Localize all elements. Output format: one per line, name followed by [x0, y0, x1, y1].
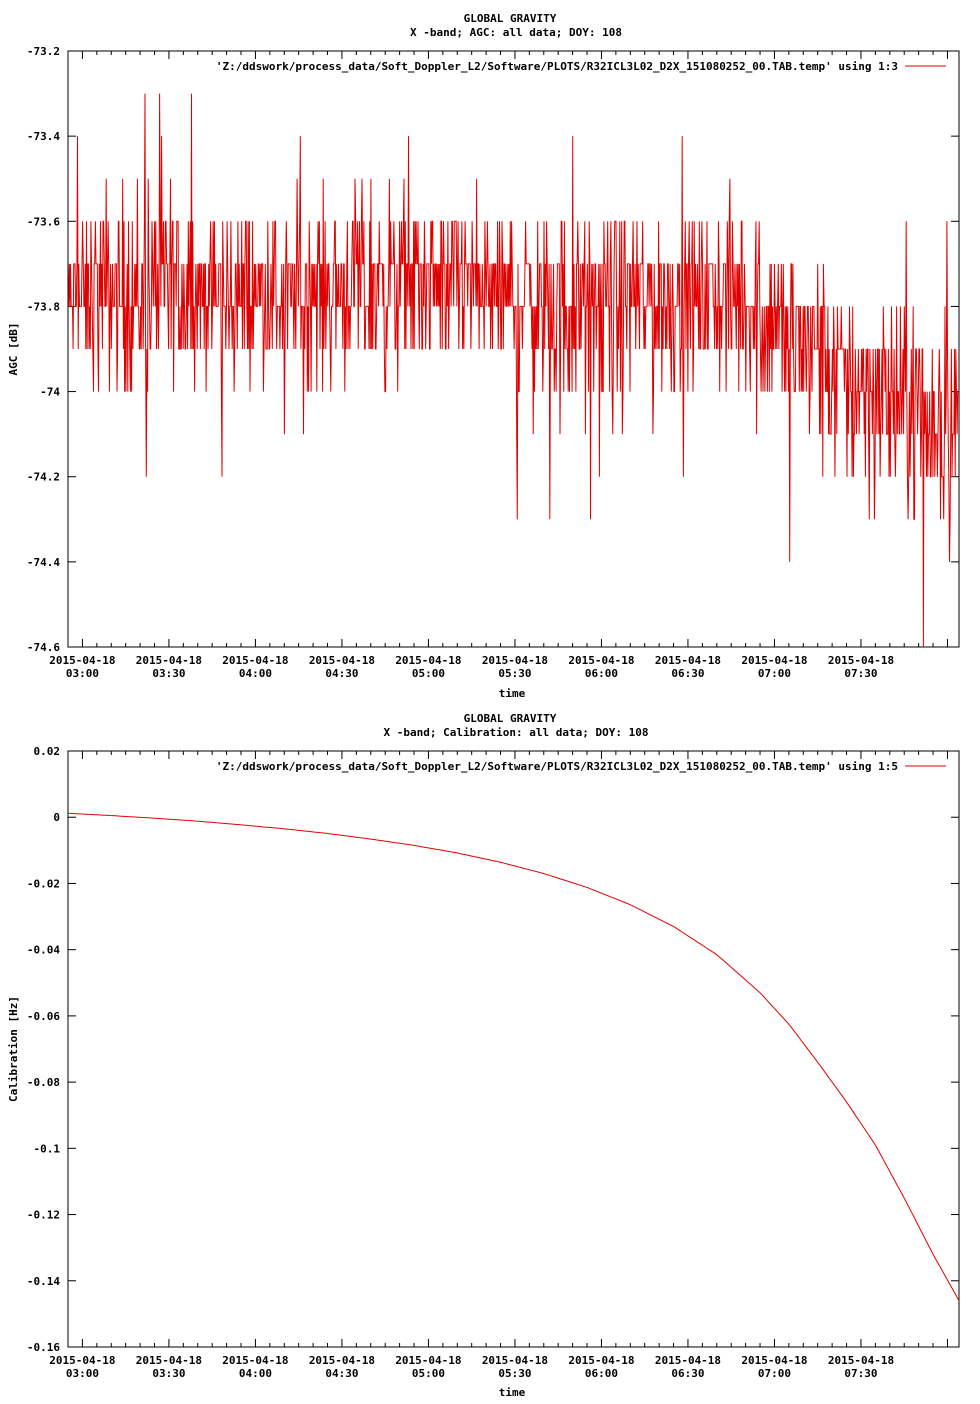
calibration-x-tick-time: 03:00	[66, 1367, 99, 1380]
agc-y-tick-label: -74.4	[27, 556, 60, 569]
calibration-x-tick-date: 2015-04-18	[568, 1354, 634, 1367]
agc-y-tick-label: -74	[40, 386, 60, 399]
agc-legend-label: 'Z:/ddswork/process_data/Soft_Doppler_L2…	[216, 60, 898, 73]
agc-y-tick-label: -74.2	[27, 471, 60, 484]
calibration-x-tick-date: 2015-04-18	[741, 1354, 807, 1367]
agc-x-tick-date: 2015-04-18	[309, 654, 375, 667]
calibration-y-tick-label: -0.02	[27, 877, 60, 890]
agc-y-tick-label: -74.6	[27, 641, 60, 654]
agc-x-tick-time: 06:30	[671, 667, 704, 680]
agc-x-axis-label: time	[499, 687, 526, 700]
calibration-y-tick-label: 0.02	[34, 745, 61, 758]
calibration-x-tick-date: 2015-04-18	[395, 1354, 461, 1367]
calibration-x-tick-date: 2015-04-18	[309, 1354, 375, 1367]
agc-x-tick-time: 03:30	[152, 667, 185, 680]
agc-series-layer	[68, 93, 959, 648]
agc-x-tick-date: 2015-04-18	[655, 654, 721, 667]
agc-y-tick-label: -73.4	[27, 130, 60, 143]
calibration-x-tick-time: 07:00	[758, 1367, 791, 1380]
calibration-series-line	[67, 812, 960, 1301]
agc-x-tick-date: 2015-04-18	[49, 654, 115, 667]
agc-x-tick-time: 05:00	[412, 667, 445, 680]
agc-x-tick-date: 2015-04-18	[222, 654, 288, 667]
calibration-y-tick-label: -0.06	[27, 1010, 60, 1023]
agc-chart: GLOBAL GRAVITY X -band; AGC: all data; D…	[7, 12, 960, 700]
agc-x-tick-time: 04:00	[239, 667, 272, 680]
calibration-y-tick-label: -0.04	[27, 944, 60, 957]
calibration-y-axis-label: Calibration [Hz]	[7, 996, 20, 1102]
calibration-x-tick-date: 2015-04-18	[482, 1354, 548, 1367]
agc-x-tick-date: 2015-04-18	[568, 654, 634, 667]
agc-y-tick-label: -73.2	[27, 45, 60, 58]
agc-x-tick-time: 07:30	[844, 667, 877, 680]
agc-x-tick-date: 2015-04-18	[395, 654, 461, 667]
agc-y-tick-label: -73.6	[27, 215, 60, 228]
agc-x-axis: 2015-04-1803:002015-04-1803:302015-04-18…	[49, 51, 948, 680]
calibration-x-tick-time: 04:00	[239, 1367, 272, 1380]
agc-x-tick-time: 04:30	[325, 667, 358, 680]
agc-plot-frame	[67, 50, 960, 648]
calibration-x-tick-time: 05:00	[412, 1367, 445, 1380]
calibration-y-tick-label: -0.12	[27, 1209, 60, 1222]
calibration-legend-label: 'Z:/ddswork/process_data/Soft_Doppler_L2…	[216, 760, 898, 773]
calibration-x-tick-date: 2015-04-18	[828, 1354, 894, 1367]
calibration-x-tick-time: 07:30	[844, 1367, 877, 1380]
agc-series-line	[68, 93, 959, 648]
calibration-x-tick-time: 06:30	[671, 1367, 704, 1380]
calibration-x-tick-date: 2015-04-18	[222, 1354, 288, 1367]
calibration-y-tick-label: -0.14	[27, 1275, 60, 1288]
calibration-x-tick-date: 2015-04-18	[49, 1354, 115, 1367]
calibration-x-tick-date: 2015-04-18	[136, 1354, 202, 1367]
agc-x-tick-time: 07:00	[758, 667, 791, 680]
agc-y-axis: -73.2 -73.4 -73.6 -73.8 -74 -74.2 -74.4 -74.6	[27, 45, 959, 654]
calibration-chart-subtitle: X -band; Calibration: all data; DOY: 108	[384, 726, 649, 739]
calibration-y-tick-label: -0.16	[27, 1341, 60, 1354]
agc-x-tick-date: 2015-04-18	[828, 654, 894, 667]
agc-x-tick-time: 05:30	[498, 667, 531, 680]
calibration-y-tick-label: 0	[53, 811, 60, 824]
agc-x-tick-time: 06:00	[585, 667, 618, 680]
calibration-x-tick-time: 04:30	[325, 1367, 358, 1380]
calibration-chart-title: GLOBAL GRAVITY	[464, 712, 557, 725]
agc-y-axis-label: AGC [dB]	[7, 323, 20, 376]
calibration-y-axis: 0.02 0 -0.02 -0.04 -0.06 -0.08 -0.1 -0.12 -0.14 -…	[27, 745, 959, 1354]
agc-x-tick-date: 2015-04-18	[741, 654, 807, 667]
calibration-x-tick-date: 2015-04-18	[655, 1354, 721, 1367]
calibration-series-layer	[67, 812, 960, 1301]
agc-y-tick-label: -73.8	[27, 300, 60, 313]
calibration-x-tick-time: 05:30	[498, 1367, 531, 1380]
agc-chart-subtitle: X -band; AGC: all data; DOY: 108	[410, 26, 622, 39]
agc-x-tick-time: 03:00	[66, 667, 99, 680]
agc-chart-title: GLOBAL GRAVITY	[464, 12, 557, 25]
calibration-chart: GLOBAL GRAVITY X -band; Calibration: all…	[7, 712, 960, 1399]
calibration-x-axis: 2015-04-1803:002015-04-1803:302015-04-18…	[49, 751, 948, 1380]
calibration-x-tick-time: 06:00	[585, 1367, 618, 1380]
calibration-y-tick-label: -0.1	[34, 1142, 61, 1155]
calibration-plot-frame	[67, 750, 960, 1348]
calibration-y-tick-label: -0.08	[27, 1076, 60, 1089]
agc-x-tick-date: 2015-04-18	[482, 654, 548, 667]
calibration-x-tick-time: 03:30	[152, 1367, 185, 1380]
agc-x-tick-date: 2015-04-18	[136, 654, 202, 667]
calibration-x-axis-label: time	[499, 1386, 526, 1399]
